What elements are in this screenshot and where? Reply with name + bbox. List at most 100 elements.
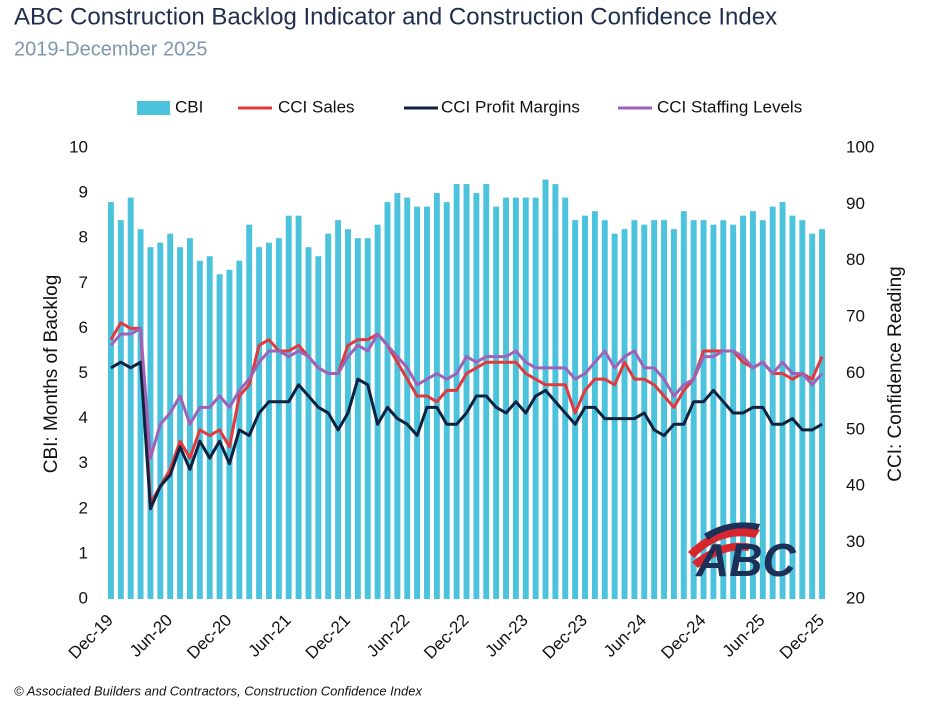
bar — [127, 197, 134, 600]
y2-tick-label: 30 — [846, 532, 865, 551]
bar — [483, 184, 490, 599]
bar — [433, 193, 440, 599]
bar — [799, 220, 806, 599]
bar — [443, 202, 450, 599]
bar — [749, 211, 756, 599]
y2-axis-title: CCI: Confidence Reading — [885, 266, 906, 481]
y2-tick-label: 90 — [846, 194, 865, 213]
legend-label: CCI Sales — [278, 97, 355, 116]
bar — [789, 215, 796, 599]
x-tick-label: Dec-25 — [776, 611, 828, 663]
x-tick-label: Jun-25 — [719, 611, 769, 661]
bar — [157, 242, 164, 599]
bar — [315, 256, 322, 599]
bar — [819, 229, 826, 599]
logo-field — [704, 522, 760, 540]
chart-subtitle: 2019-December 2025 — [14, 38, 207, 60]
x-tick-label: Dec-21 — [302, 611, 354, 663]
x-tick-label: Jun-22 — [363, 611, 413, 661]
y2-tick-label: 80 — [846, 250, 865, 269]
y2-tick-label: 100 — [846, 137, 874, 156]
bar — [107, 202, 114, 599]
bar — [335, 220, 342, 599]
chart-title: ABC Construction Backlog Indicator and C… — [14, 3, 777, 30]
bar — [700, 220, 707, 599]
legend-label: CCI Staffing Levels — [657, 97, 802, 116]
y-tick-label: 7 — [79, 273, 88, 292]
y2-tick-label: 50 — [846, 419, 865, 438]
bar — [601, 220, 608, 599]
y-tick-label: 4 — [79, 408, 88, 427]
bar — [503, 197, 509, 600]
y-tick-label: 8 — [79, 228, 88, 247]
bar — [562, 197, 569, 600]
bar — [710, 224, 717, 600]
bar — [512, 197, 519, 600]
bar — [364, 238, 371, 599]
x-tick-label: Jun-23 — [482, 611, 532, 661]
legend-swatch — [137, 101, 170, 115]
bar — [374, 224, 381, 600]
bar — [246, 224, 253, 600]
y-tick-label: 6 — [79, 318, 88, 337]
bar — [779, 202, 786, 599]
bar — [680, 211, 687, 599]
y-tick-label: 1 — [79, 543, 88, 562]
x-tick-label: Dec-22 — [420, 611, 472, 663]
bar — [809, 233, 816, 599]
bar — [354, 238, 361, 599]
bar — [216, 274, 223, 599]
bar — [661, 220, 667, 599]
bar — [275, 238, 282, 599]
bar — [206, 256, 213, 599]
bar — [226, 269, 233, 599]
bar — [394, 193, 401, 599]
line — [110, 360, 823, 511]
bar — [621, 229, 628, 599]
bar — [720, 220, 727, 599]
y2-tick-label: 20 — [846, 588, 865, 607]
y-tick-label: 5 — [79, 363, 88, 382]
bar — [295, 215, 302, 599]
bar — [305, 247, 312, 599]
line — [109, 326, 824, 460]
line — [109, 321, 824, 505]
bar — [651, 220, 658, 599]
bar — [266, 242, 272, 599]
bar — [769, 206, 776, 599]
y-tick-label: 2 — [79, 498, 88, 517]
bar — [256, 247, 263, 599]
bar — [493, 206, 500, 599]
legend-label: CBI — [175, 97, 203, 116]
x-tick-label: Jun-20 — [126, 611, 176, 661]
bar — [670, 229, 677, 599]
bar — [177, 247, 184, 599]
bar — [611, 233, 618, 599]
logo-text: ABC — [695, 534, 796, 586]
x-tick-label: Jun-24 — [600, 611, 650, 661]
legend-label: CCI Profit Margins — [441, 97, 580, 116]
bar — [690, 220, 697, 599]
bar — [117, 220, 124, 599]
logo-stripe — [692, 542, 752, 568]
bar — [147, 247, 154, 599]
bar — [285, 215, 292, 599]
y-axis-title: CBI: Months of Backlog — [41, 275, 62, 474]
bar — [424, 206, 430, 599]
bar — [631, 220, 638, 599]
y2-tick-label: 40 — [846, 476, 865, 495]
bar — [384, 202, 391, 599]
bar — [740, 215, 747, 599]
x-tick-label: Dec-23 — [539, 611, 591, 663]
y-tick-label: 0 — [79, 588, 88, 607]
bar — [186, 238, 193, 599]
x-tick-label: Dec-20 — [183, 611, 235, 663]
x-tick-label: Dec-19 — [65, 611, 117, 663]
bar — [167, 233, 174, 599]
x-tick-label: Jun-21 — [245, 611, 295, 661]
bar — [552, 184, 559, 599]
y2-tick-label: 60 — [846, 363, 865, 382]
bar — [325, 233, 332, 599]
logo-stripe — [688, 527, 760, 558]
